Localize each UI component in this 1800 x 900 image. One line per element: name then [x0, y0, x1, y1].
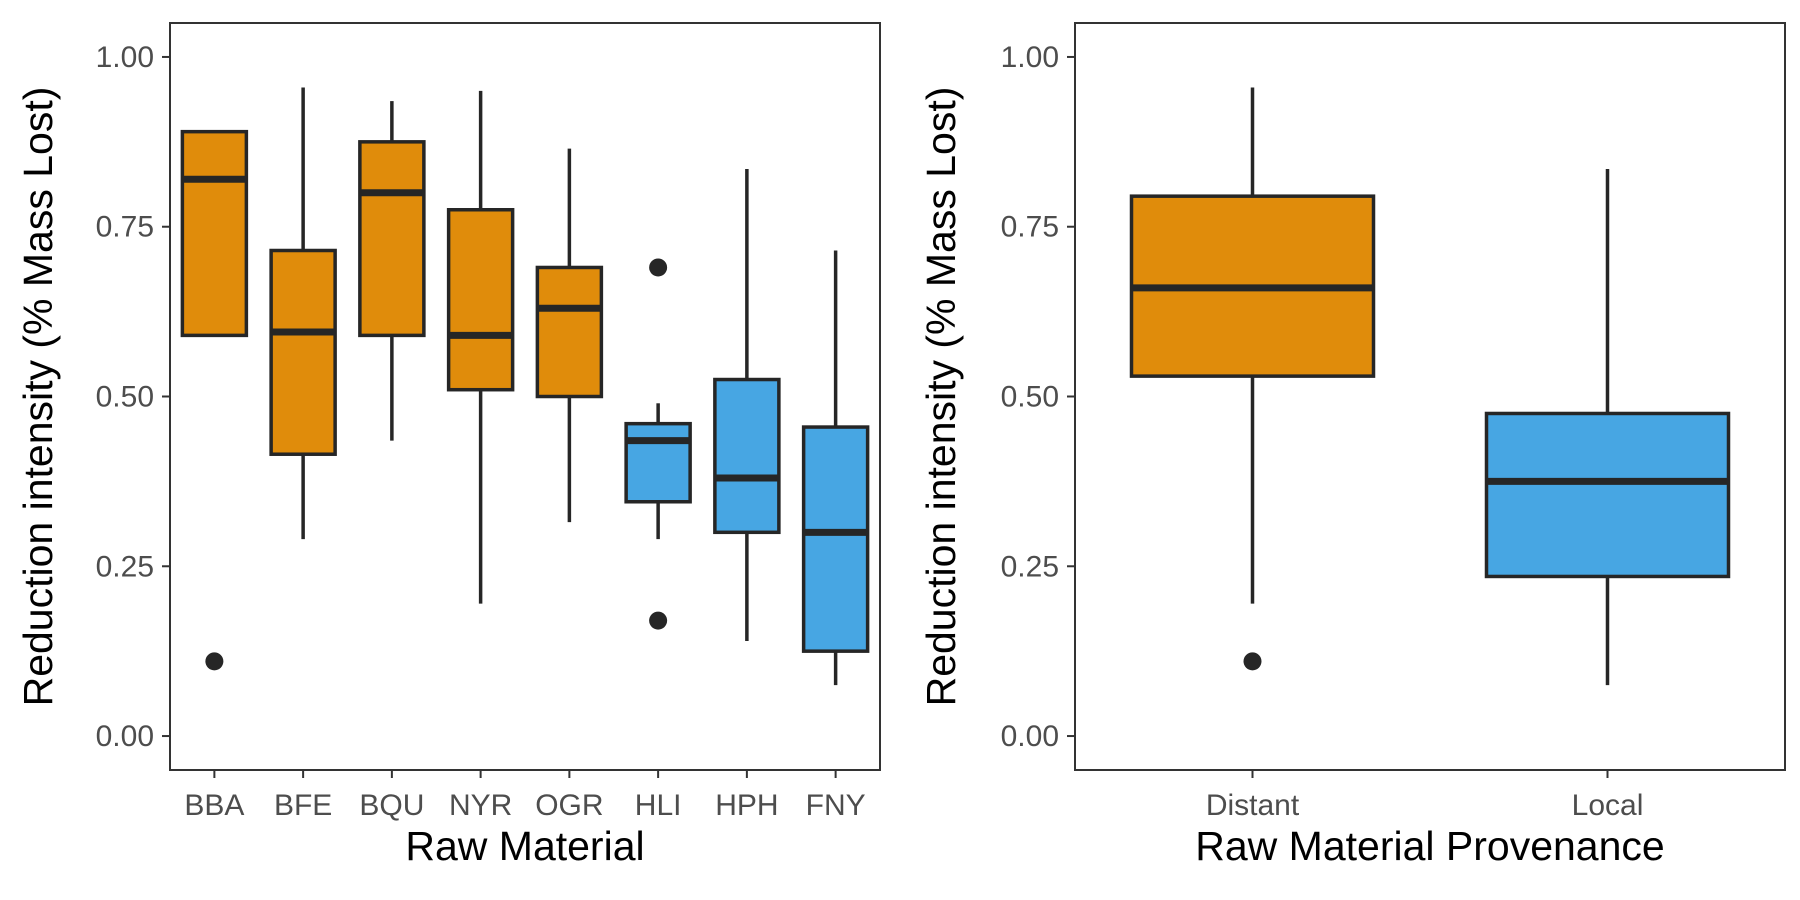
panel-provenance: 0.00 0.25 0.50 0.75 1.00 Distant Local Reductio…	[918, 22, 1786, 869]
iqr-box	[446, 208, 515, 392]
iqr-box	[358, 140, 426, 338]
box-distant	[1129, 87, 1376, 671]
box-bqu	[358, 101, 426, 441]
box-bfe	[269, 87, 337, 540]
y-tick-label: 1.00	[1001, 41, 1059, 74]
y-tick-label: 1.00	[96, 41, 154, 74]
box-nyr	[446, 90, 515, 604]
y-tick-label: 0.50	[96, 381, 154, 414]
y-tick-label: 0.00	[96, 720, 154, 753]
iqr-box	[624, 421, 692, 504]
x-tick-label: BFE	[274, 789, 332, 822]
x-axis-title: Raw Material Provenance	[1195, 823, 1664, 869]
x-tick-label: Local	[1572, 789, 1644, 822]
box-bba	[180, 129, 249, 671]
panel-raw-material: 0.00 0.25 0.50 0.75 1.00 BBA BFE BQU NYR OGR HLI HP…	[15, 22, 881, 869]
iqr-box	[801, 425, 870, 653]
y-tick-label: 0.50	[1001, 381, 1059, 414]
y-axis-title: Reduction intensity (% Mass Lost)	[15, 87, 61, 707]
y-tick-label: 0.75	[96, 211, 154, 244]
x-tick-label: Distant	[1206, 789, 1300, 822]
iqr-box	[713, 377, 781, 535]
x-tick-label: HLI	[635, 789, 682, 822]
x-tick-label: HPH	[715, 789, 778, 822]
x-tick-label: FNY	[806, 789, 866, 822]
y-tick-label: 0.25	[96, 550, 154, 583]
x-tick-label: BBA	[184, 789, 244, 822]
box-local	[1484, 169, 1731, 686]
y-axis-title: Reduction intensity (% Mass Lost)	[918, 87, 964, 707]
outlier-point	[1243, 652, 1262, 671]
box-hli	[624, 258, 692, 630]
iqr-box	[269, 248, 337, 456]
x-tick-label: BQU	[359, 789, 424, 822]
y-tick-label: 0.00	[1001, 720, 1059, 753]
y-tick-label: 0.25	[1001, 550, 1059, 583]
box-ogr	[535, 148, 604, 523]
box-fny	[801, 250, 870, 686]
outlier-point	[649, 258, 668, 277]
box-hph	[713, 169, 781, 641]
x-axis-title: Raw Material	[405, 823, 644, 869]
x-tick-label: NYR	[449, 789, 512, 822]
outlier-point	[205, 652, 224, 671]
iqr-box	[180, 129, 249, 338]
x-tick-label: OGR	[535, 789, 603, 822]
outlier-point	[649, 611, 668, 630]
iqr-box	[1484, 411, 1731, 579]
y-tick-label: 0.75	[1001, 211, 1059, 244]
iqr-box	[535, 265, 604, 399]
